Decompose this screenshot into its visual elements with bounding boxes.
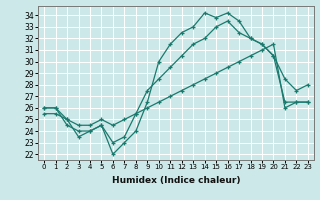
X-axis label: Humidex (Indice chaleur): Humidex (Indice chaleur): [112, 176, 240, 185]
